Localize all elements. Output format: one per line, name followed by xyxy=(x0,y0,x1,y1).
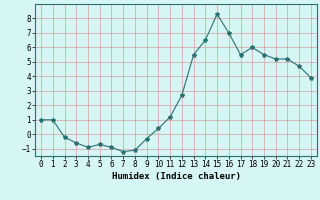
X-axis label: Humidex (Indice chaleur): Humidex (Indice chaleur) xyxy=(111,172,241,181)
